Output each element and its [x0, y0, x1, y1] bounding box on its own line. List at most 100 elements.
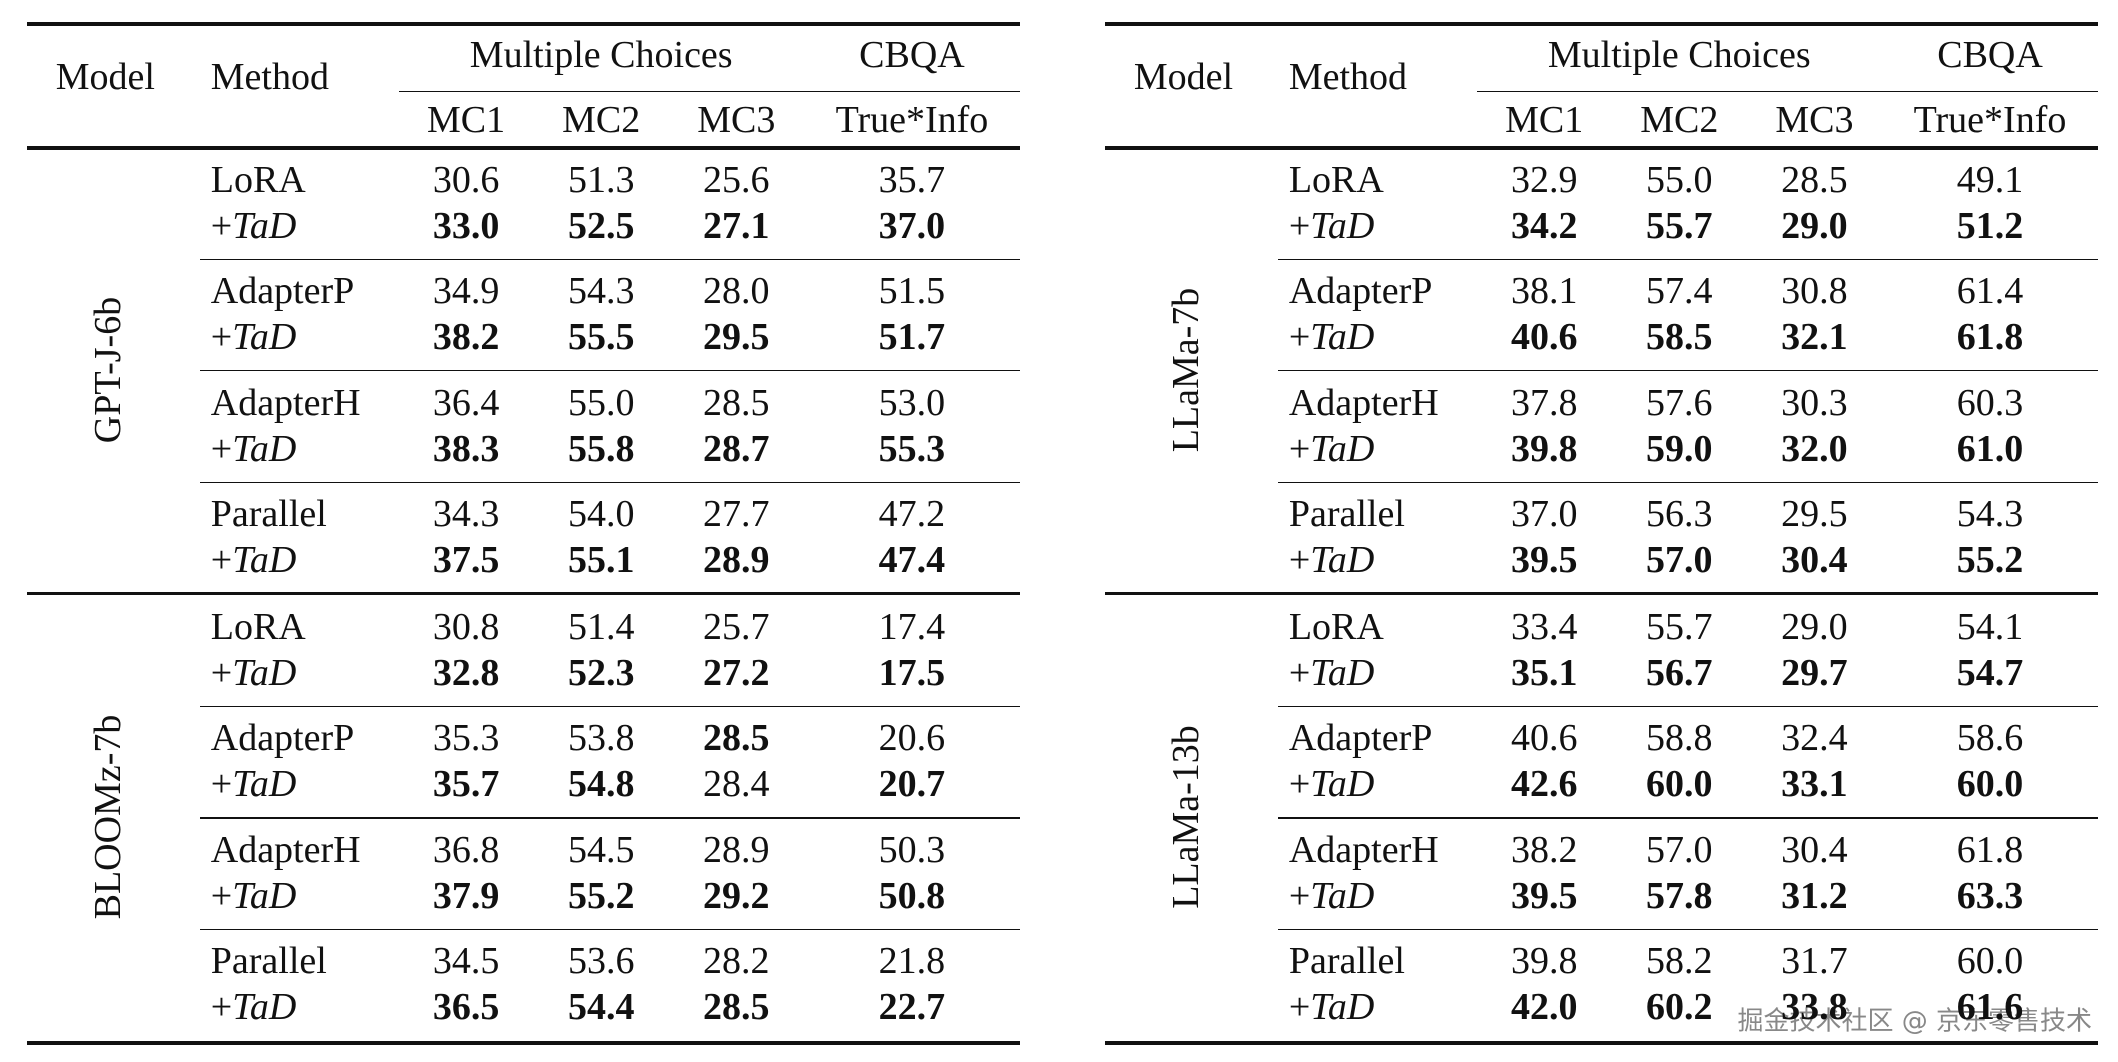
cell-value: 40.6 — [1510, 717, 1578, 760]
cell-value: 60.0 — [1646, 763, 1713, 806]
method-name: +TaD — [211, 318, 297, 356]
cell-value: 54.7 — [1956, 651, 2024, 694]
column-header: True*Info — [1913, 99, 2067, 142]
cell-value: 55.2 — [1956, 538, 2024, 581]
cell-value: 22.7 — [878, 986, 946, 1029]
cell-value: 32.1 — [1781, 316, 1848, 359]
header-group: Multiple Choices — [1547, 34, 1811, 77]
cell-value: 39.8 — [1510, 940, 1578, 983]
cell-value: 21.8 — [878, 940, 946, 983]
method-italic: TaD — [232, 427, 297, 470]
cell-value: 28.5 — [1781, 158, 1848, 201]
cell-value: 57.0 — [1646, 538, 1713, 581]
cell-value: 42.0 — [1510, 986, 1578, 1029]
rule — [199, 481, 1020, 483]
cell-value: 37.0 — [878, 204, 946, 247]
method-name: LoRA — [210, 605, 306, 648]
method-plain: + — [210, 204, 233, 247]
header-model: Model — [1133, 56, 1234, 98]
method-italic: TaD — [232, 204, 297, 247]
method-name: +TaD — [1289, 765, 1375, 803]
header-group: Multiple Choices — [469, 34, 733, 77]
method-plain: + — [1288, 763, 1311, 806]
cell-value: 32.8 — [432, 651, 500, 694]
cell-value: 61.8 — [1956, 316, 2024, 359]
method-name: +TaD — [1289, 430, 1375, 468]
method-italic: TaD — [1310, 763, 1375, 806]
cell-value: 34.9 — [432, 270, 500, 313]
method-italic: TaD — [232, 316, 297, 359]
rule — [1105, 1040, 2099, 1045]
cell-value: 28.9 — [703, 828, 770, 871]
cell-value: 51.4 — [567, 605, 635, 648]
method-plain: + — [1288, 874, 1311, 917]
method-italic: TaD — [1310, 538, 1375, 581]
cell-value: 61.4 — [1956, 270, 2024, 313]
model-name: LLaMa-13b — [1165, 725, 1208, 910]
method-name: AdapterH — [1288, 381, 1439, 424]
method-italic: TaD — [232, 538, 297, 581]
method-name: +TaD — [211, 654, 297, 692]
cell-value: 55.5 — [567, 316, 635, 359]
cell-value: 32.9 — [1510, 158, 1578, 201]
header-model: Model — [55, 56, 155, 98]
method-name: Parallel — [1288, 940, 1405, 983]
rule — [1476, 90, 2099, 93]
rule — [398, 90, 1020, 93]
rule — [27, 21, 1020, 26]
rule — [1278, 370, 2099, 372]
rule — [1105, 592, 2099, 595]
cell-value: 38.2 — [432, 316, 500, 359]
cell-value: 39.5 — [1510, 538, 1578, 581]
cell-value: 55.2 — [567, 874, 635, 917]
method-name: +TaD — [1289, 541, 1375, 579]
cell-value: 39.5 — [1510, 874, 1578, 917]
method-name: AdapterP — [210, 717, 355, 760]
cell-value: 59.0 — [1646, 427, 1713, 470]
method-name: +TaD — [1289, 877, 1375, 915]
method-plain: + — [1288, 651, 1311, 694]
cell-value: 50.8 — [878, 874, 946, 917]
cell-value: 51.3 — [567, 158, 635, 201]
cell-value: 37.0 — [1510, 493, 1578, 536]
cell-value: 28.9 — [703, 538, 770, 581]
cell-value: 54.3 — [1956, 493, 2024, 536]
cell-value: 33.0 — [432, 204, 500, 247]
method-italic: TaD — [232, 651, 297, 694]
column-header: MC3 — [1775, 99, 1854, 142]
column-header: MC3 — [697, 99, 776, 142]
cell-value: 29.5 — [703, 316, 770, 359]
method-name: AdapterH — [210, 381, 361, 424]
cell-value: 50.3 — [878, 828, 946, 871]
method-italic: TaD — [232, 763, 297, 806]
cell-value: 28.2 — [703, 940, 770, 983]
cell-value: 31.2 — [1781, 874, 1848, 917]
cell-value: 54.4 — [567, 986, 635, 1029]
cell-value: 39.8 — [1510, 427, 1578, 470]
cell-value: 55.7 — [1646, 204, 1713, 247]
method-plain: + — [1288, 204, 1311, 247]
rule — [199, 928, 1020, 931]
cell-value: 25.6 — [703, 158, 770, 201]
method-italic: TaD — [1310, 874, 1375, 917]
method-plain: + — [1288, 316, 1311, 359]
cell-value: 25.7 — [703, 605, 770, 648]
cell-value: 35.3 — [432, 717, 500, 760]
method-italic: TaD — [232, 986, 297, 1029]
rule — [27, 1040, 1020, 1045]
cell-value: 60.3 — [1956, 381, 2024, 424]
cell-value: 20.7 — [878, 763, 946, 806]
cell-value: 47.4 — [878, 538, 946, 581]
method-italic: TaD — [1310, 427, 1375, 470]
cell-value: 56.7 — [1646, 651, 1713, 694]
method-name: AdapterH — [210, 828, 361, 871]
rule — [199, 705, 1020, 708]
cell-value: 27.7 — [703, 493, 770, 536]
rule — [27, 592, 1020, 595]
cell-value: 30.3 — [1781, 381, 1848, 424]
cell-value: 30.4 — [1781, 538, 1848, 581]
cell-value: 27.1 — [703, 204, 770, 247]
cell-value: 28.4 — [703, 763, 770, 806]
rule — [199, 370, 1020, 372]
